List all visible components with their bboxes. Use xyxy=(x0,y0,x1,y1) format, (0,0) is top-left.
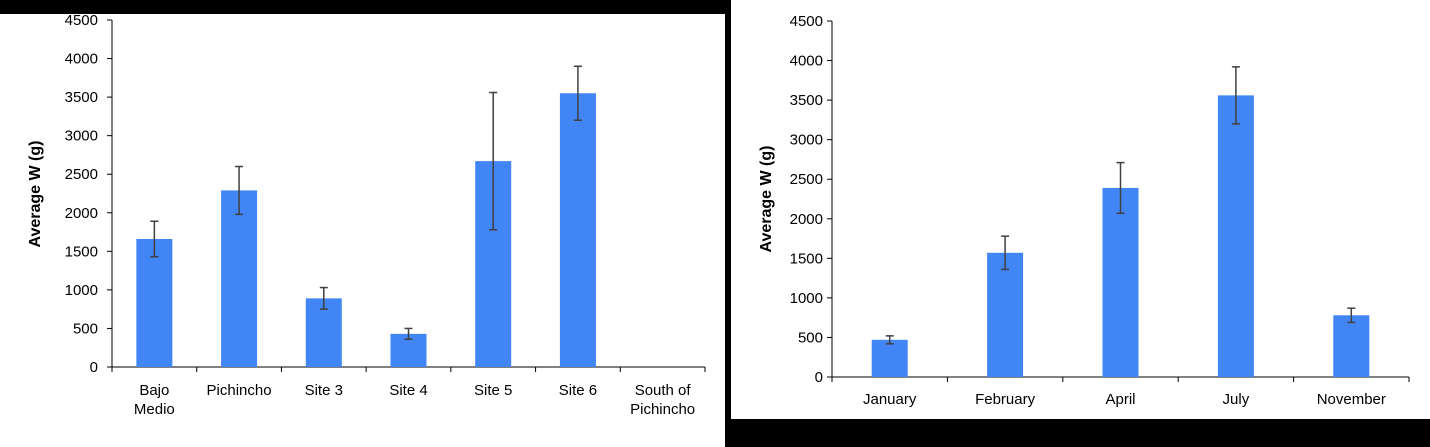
x-tick-label: April xyxy=(1105,391,1135,408)
bar xyxy=(1102,187,1139,377)
chart-months: 0 500 1000 1500 2000 2500 3000 3500 4000 4500 Janu… xyxy=(758,13,1410,408)
x-tick-label: Site 6 xyxy=(559,382,597,399)
y-tick-label: 3000 xyxy=(790,132,823,149)
x-tick-label: November xyxy=(1317,391,1386,408)
bar xyxy=(987,252,1024,377)
x-tick-label: Pichincho xyxy=(207,382,272,399)
x-tick-label: Site 4 xyxy=(389,382,427,399)
y-tick-label: 1000 xyxy=(790,290,823,307)
y-tick-label: 4000 xyxy=(790,53,823,70)
y-tick-label: 3500 xyxy=(65,89,98,106)
bar xyxy=(1217,95,1254,377)
y-tick-label: 4500 xyxy=(65,14,98,29)
x-tick-label: Site 5 xyxy=(474,382,512,399)
y-tick-label: 1500 xyxy=(790,250,823,267)
chart-panel-months: 0 500 1000 1500 2000 2500 3000 3500 4000 4500 Janu… xyxy=(731,0,1430,419)
y-axis-label: Average W (g) xyxy=(27,141,44,248)
x-tick-label: Site 3 xyxy=(305,382,343,399)
y-tick-label: 3000 xyxy=(65,128,98,145)
y-tick-label: 1000 xyxy=(65,282,98,299)
y-tick-label: 500 xyxy=(73,320,98,337)
y-tick-label: 2500 xyxy=(790,171,823,188)
bar xyxy=(871,339,908,377)
y-tick-label: 2000 xyxy=(790,211,823,228)
x-tick-label: January xyxy=(863,391,917,408)
bar xyxy=(1333,315,1370,377)
bar xyxy=(136,238,173,367)
x-tick-label: July xyxy=(1223,391,1250,408)
chart-panel-sites: 0 500 1000 1500 2000 2500 3000 3500 4000 4500 Bajo… xyxy=(0,14,725,447)
y-tick-label: 2000 xyxy=(65,205,98,222)
x-tick-label: February xyxy=(975,391,1036,408)
y-tick-label: 0 xyxy=(815,369,823,386)
y-tick-label: 2500 xyxy=(65,166,98,183)
bar xyxy=(559,93,596,367)
x-tick-label: Bajo Medio xyxy=(134,382,175,418)
bar xyxy=(221,190,258,367)
y-axis-label: Average W (g) xyxy=(758,146,775,253)
y-tick-label: 4000 xyxy=(65,51,98,68)
y-tick-label: 500 xyxy=(798,329,823,346)
y-tick-label: 4500 xyxy=(790,13,823,30)
y-tick-label: 3500 xyxy=(790,92,823,109)
chart-sites: 0 500 1000 1500 2000 2500 3000 3500 4000 4500 Bajo… xyxy=(27,14,706,418)
x-tick-label: South of Pichincho xyxy=(630,382,695,418)
y-tick-label: 1500 xyxy=(65,243,98,260)
y-tick-label: 0 xyxy=(90,359,98,376)
